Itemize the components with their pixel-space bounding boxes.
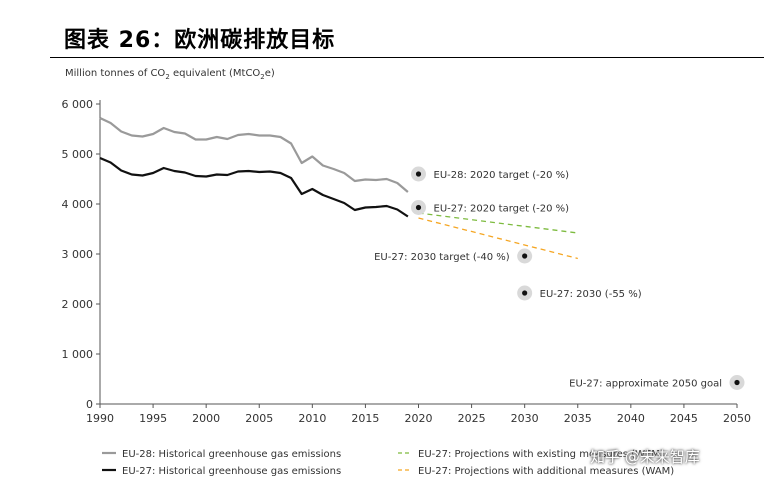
x-tick-label: 1995: [139, 412, 167, 425]
y-axis-label: Million tonnes of CO2 equivalent (MtCO2e…: [65, 68, 275, 81]
target-marker: [415, 204, 422, 211]
y-tick-label: 5 000: [62, 148, 94, 161]
x-tick-label: 2025: [458, 412, 486, 425]
x-tick-label: 2040: [617, 412, 645, 425]
y-tick-label: 1 000: [62, 348, 94, 361]
x-tick-label: 2020: [405, 412, 433, 425]
series-line-3: [418, 212, 578, 234]
y-tick-label: 0: [86, 398, 93, 411]
target-label-2: EU-27: 2020 target (-20 %): [434, 204, 570, 215]
x-tick-label: 2030: [511, 412, 539, 425]
x-tick-label: 1990: [86, 412, 114, 425]
watermark: 知乎 @未来智库: [590, 448, 700, 466]
legend-label-4: EU-27: Projections with additional measu…: [418, 466, 674, 477]
series-line-2: [99, 156, 409, 218]
page-title: 图表 26：欧洲碳排放目标: [64, 28, 336, 53]
target-marker: [522, 253, 528, 259]
series-line-4: [418, 217, 578, 260]
title-divider: [50, 57, 764, 58]
series-line-1: [99, 117, 409, 193]
y-tick-label: 2 000: [62, 298, 94, 311]
x-tick-label: 2035: [564, 412, 592, 425]
x-tick-label: 2015: [351, 412, 379, 425]
y-tick-label: 4 000: [62, 198, 94, 211]
target-marker: [522, 290, 528, 296]
target-marker: [734, 379, 740, 386]
target-label-5: EU-27: approximate 2050 goal: [569, 379, 722, 390]
y-tick-label: 3 000: [62, 248, 94, 261]
x-tick-label: 2050: [723, 412, 751, 425]
legend-label-3: EU-27: Projections with existing measure…: [418, 449, 664, 460]
target-label-3: EU-27: 2030 target (-40 %): [374, 252, 510, 263]
target-label-4: EU-27: 2030 (-55 %): [540, 289, 642, 300]
x-tick-label: 2005: [245, 412, 273, 425]
legend-label-2: EU-27: Historical greenhouse gas emissio…: [122, 466, 341, 477]
target-marker: [415, 171, 422, 177]
x-tick-label: 2010: [298, 412, 326, 425]
y-tick-label: 6 000: [62, 98, 94, 111]
legend-label-1: EU-28: Historical greenhouse gas emissio…: [122, 449, 341, 460]
x-tick-label: 2045: [670, 412, 698, 425]
x-tick-label: 2000: [192, 412, 220, 425]
target-label-1: EU-28: 2020 target (-20 %): [434, 170, 570, 181]
